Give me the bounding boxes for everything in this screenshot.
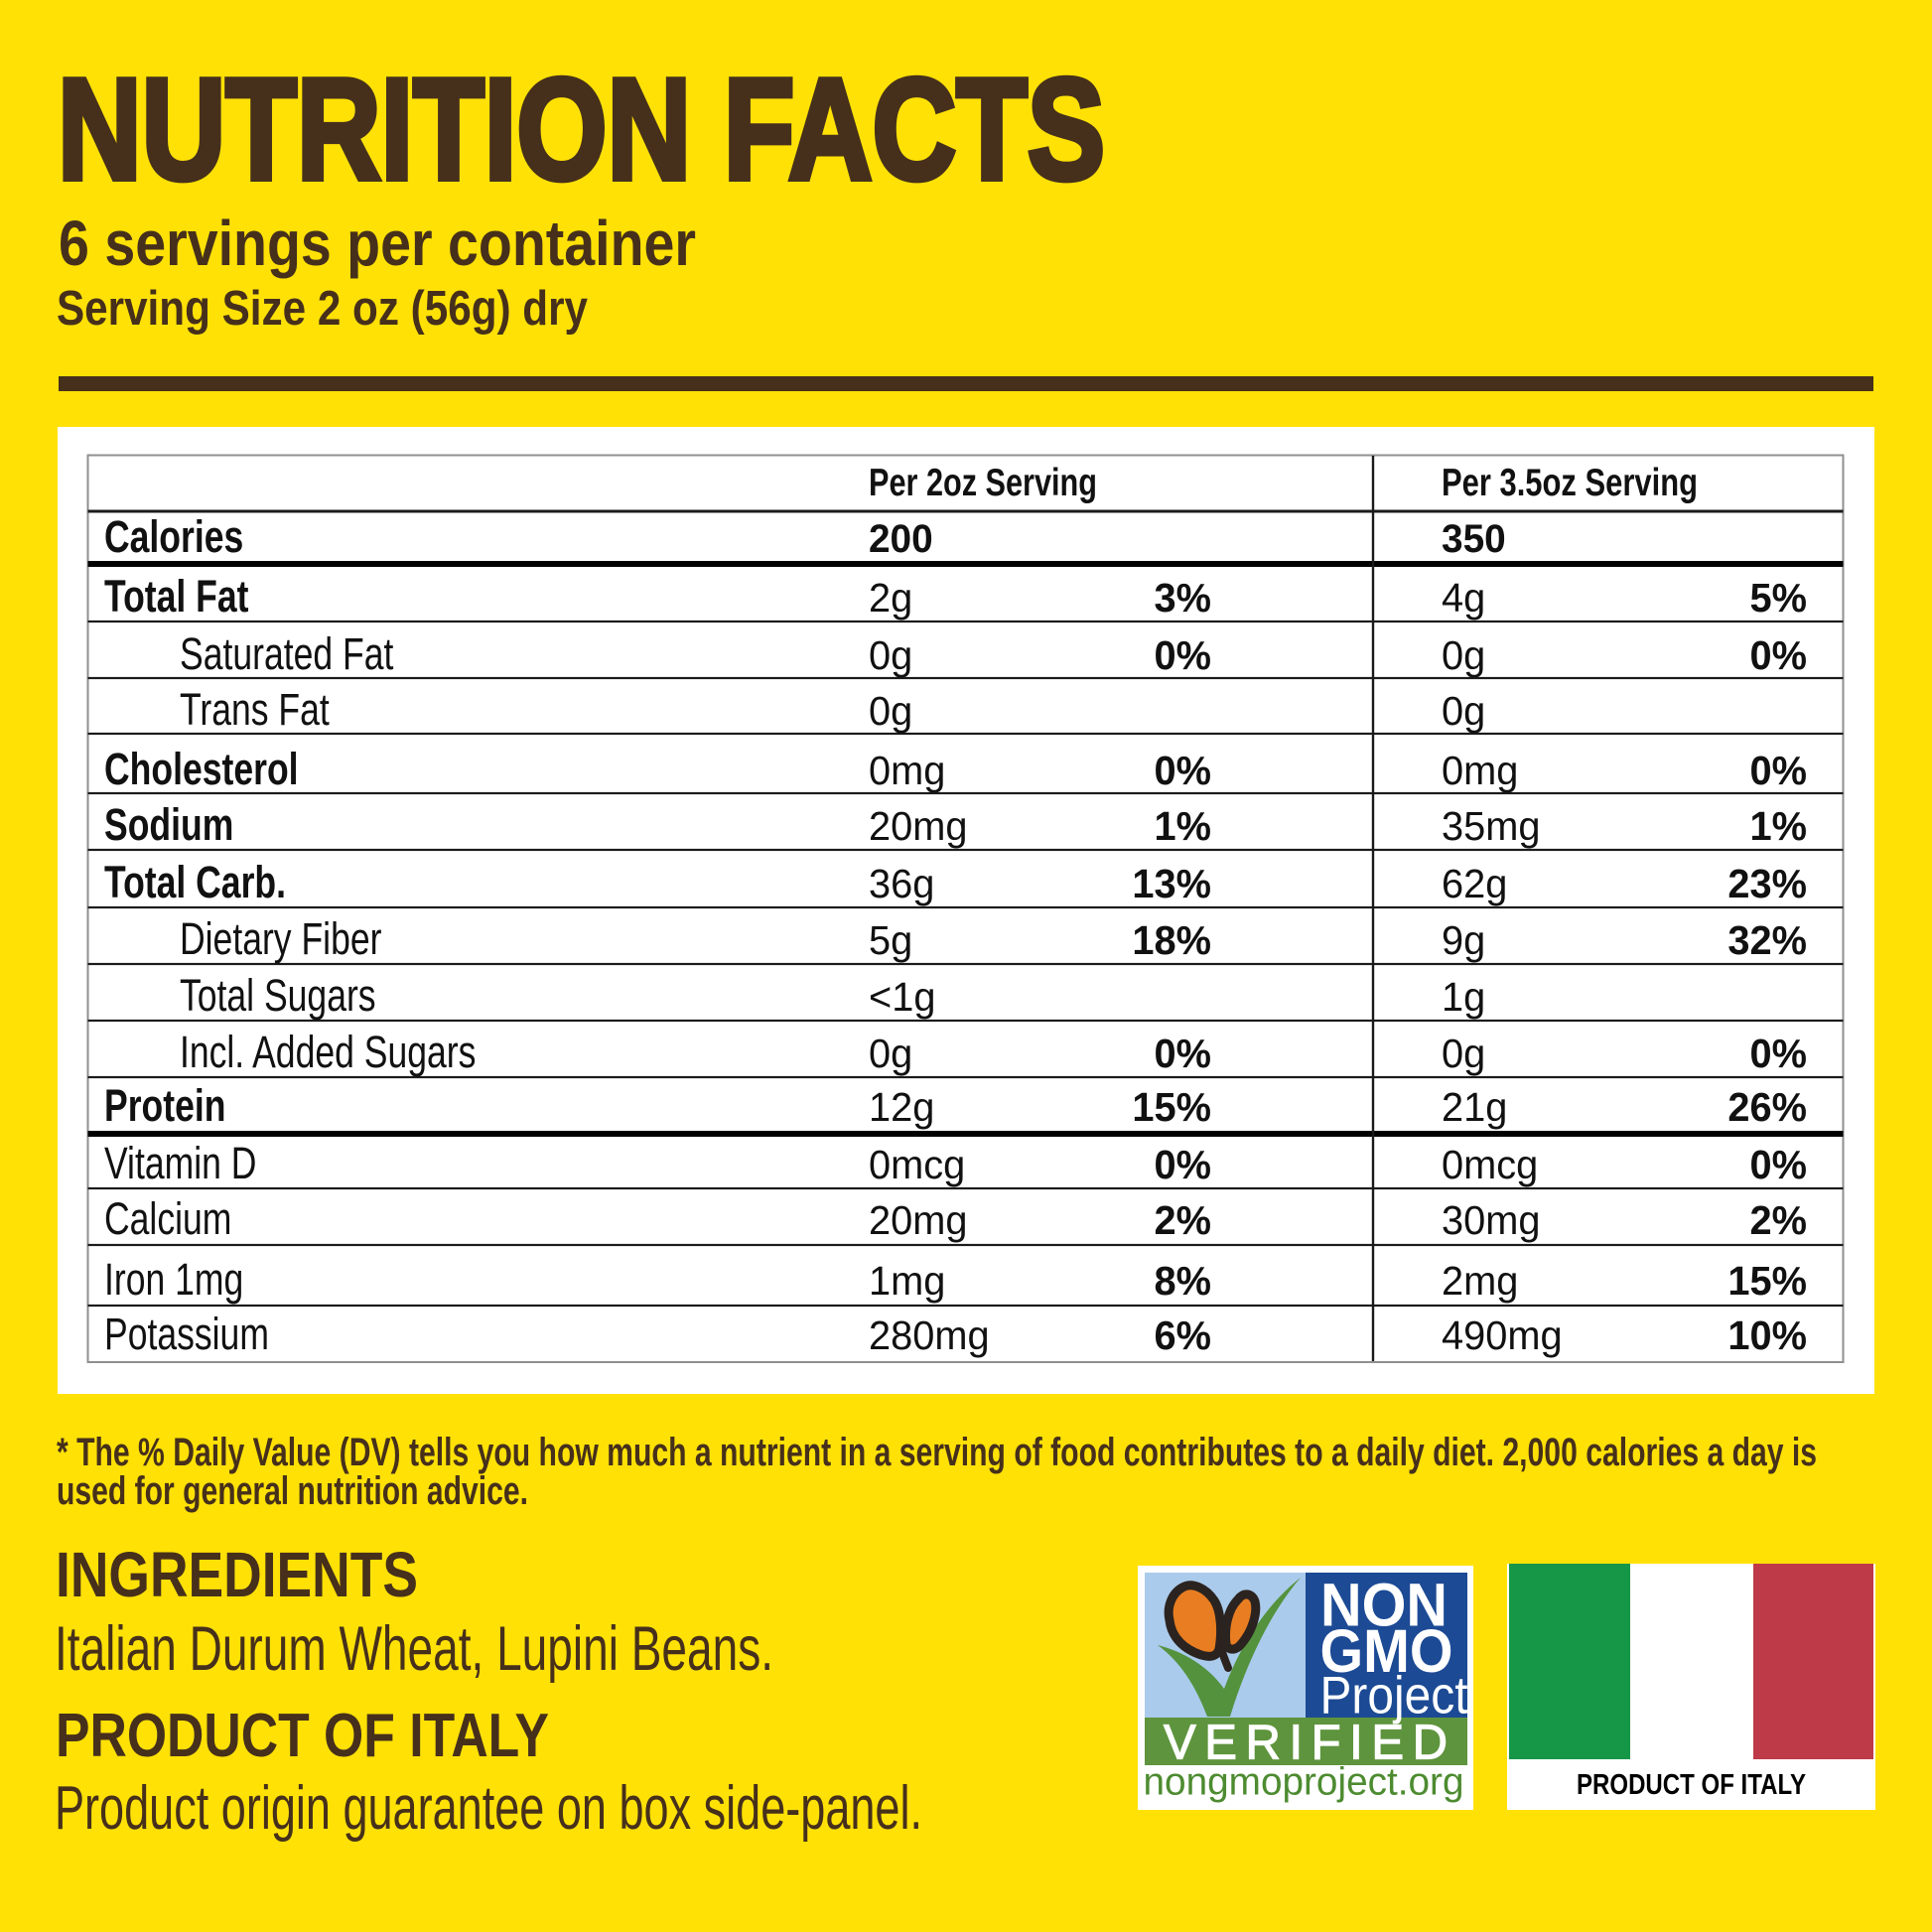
svg-text:21g: 21g xyxy=(1442,1083,1507,1130)
svg-text:62g: 62g xyxy=(1442,860,1507,906)
svg-text:Product origin guarantee on bo: Product origin guarantee on box side-pan… xyxy=(55,1774,922,1843)
svg-text:12g: 12g xyxy=(869,1083,934,1130)
svg-text:8%: 8% xyxy=(1155,1257,1211,1304)
svg-text:0g: 0g xyxy=(1442,631,1485,678)
svg-text:1%: 1% xyxy=(1750,802,1807,849)
svg-text:0%: 0% xyxy=(1750,631,1807,678)
svg-text:0%: 0% xyxy=(1750,1030,1807,1076)
svg-text:3%: 3% xyxy=(1155,574,1211,621)
svg-text:1mg: 1mg xyxy=(869,1257,945,1304)
svg-text:Serving Size 2 oz (56g) dry: Serving Size 2 oz (56g) dry xyxy=(57,282,588,336)
svg-text:0%: 0% xyxy=(1155,747,1211,793)
svg-text:Italian Durum Wheat, Lupini Be: Italian Durum Wheat, Lupini Beans. xyxy=(55,1614,773,1684)
svg-text:NON: NON xyxy=(1320,1571,1448,1638)
svg-text:Dietary Fiber: Dietary Fiber xyxy=(180,913,381,964)
svg-text:280mg: 280mg xyxy=(869,1311,990,1358)
svg-text:200: 200 xyxy=(869,516,933,561)
svg-text:0g: 0g xyxy=(869,687,912,734)
svg-text:Protein: Protein xyxy=(104,1080,225,1131)
svg-text:2%: 2% xyxy=(1155,1196,1211,1243)
svg-text:36g: 36g xyxy=(869,860,934,906)
svg-text:* The % Daily Value (DV) tells: * The % Daily Value (DV) tells you how m… xyxy=(57,1431,1817,1474)
svg-text:5%: 5% xyxy=(1750,574,1807,621)
svg-text:Project: Project xyxy=(1320,1667,1468,1725)
svg-text:Trans Fat: Trans Fat xyxy=(180,684,330,735)
svg-text:9g: 9g xyxy=(1442,916,1485,963)
svg-text:used for general nutrition adv: used for general nutrition advice. xyxy=(57,1469,528,1513)
svg-text:0%: 0% xyxy=(1750,747,1807,793)
svg-text:350: 350 xyxy=(1442,516,1506,561)
svg-text:15%: 15% xyxy=(1727,1257,1807,1304)
svg-text:1%: 1% xyxy=(1155,802,1211,849)
svg-text:6%: 6% xyxy=(1155,1311,1211,1358)
svg-text:0mcg: 0mcg xyxy=(1442,1141,1538,1187)
svg-text:Incl. Added Sugars: Incl. Added Sugars xyxy=(180,1027,476,1077)
svg-text:20mg: 20mg xyxy=(869,1196,967,1243)
svg-text:PRODUCT OF ITALY: PRODUCT OF ITALY xyxy=(1577,1769,1806,1801)
svg-text:nongmoproject.org: nongmoproject.org xyxy=(1144,1761,1464,1804)
svg-text:Vitamin D: Vitamin D xyxy=(104,1138,256,1188)
svg-text:0mg: 0mg xyxy=(869,747,945,793)
svg-text:26%: 26% xyxy=(1727,1083,1807,1130)
svg-text:GMO: GMO xyxy=(1320,1617,1453,1685)
svg-text:0g: 0g xyxy=(1442,687,1485,734)
svg-text:Saturated Fat: Saturated Fat xyxy=(180,628,393,679)
svg-text:2mg: 2mg xyxy=(1442,1257,1518,1304)
svg-text:2%: 2% xyxy=(1750,1196,1807,1243)
svg-text:32%: 32% xyxy=(1727,916,1807,963)
svg-text:Iron 1mg: Iron 1mg xyxy=(104,1254,243,1305)
svg-text:13%: 13% xyxy=(1132,860,1211,906)
svg-text:18%: 18% xyxy=(1132,916,1211,963)
svg-text:Cholesterol: Cholesterol xyxy=(104,744,299,794)
svg-text:20mg: 20mg xyxy=(869,802,967,849)
svg-text:0mg: 0mg xyxy=(1442,747,1518,793)
svg-text:4g: 4g xyxy=(1442,574,1485,621)
svg-text:Potassium: Potassium xyxy=(104,1309,269,1359)
svg-text:15%: 15% xyxy=(1132,1083,1211,1130)
svg-text:Total Carb.: Total Carb. xyxy=(104,857,286,907)
svg-text:Total Fat: Total Fat xyxy=(104,571,248,621)
svg-text:0%: 0% xyxy=(1155,631,1211,678)
svg-text:490mg: 490mg xyxy=(1442,1311,1563,1358)
svg-text:0%: 0% xyxy=(1155,1141,1211,1187)
svg-text:NUTRITION FACTS: NUTRITION FACTS xyxy=(58,49,1105,209)
svg-text:Total Sugars: Total Sugars xyxy=(180,970,376,1021)
svg-text:10%: 10% xyxy=(1727,1311,1807,1358)
svg-text:Calories: Calories xyxy=(104,511,243,562)
svg-text:Sodium: Sodium xyxy=(104,799,233,850)
svg-text:0g: 0g xyxy=(869,631,912,678)
svg-text:5g: 5g xyxy=(869,916,912,963)
svg-text:6 servings per container: 6 servings per container xyxy=(59,207,696,279)
svg-text:Per 3.5oz Serving: Per 3.5oz Serving xyxy=(1442,462,1698,504)
svg-text:35mg: 35mg xyxy=(1442,802,1540,849)
svg-text:0%: 0% xyxy=(1155,1030,1211,1076)
svg-text:<1g: <1g xyxy=(869,973,935,1020)
svg-text:Per 2oz Serving: Per 2oz Serving xyxy=(869,462,1097,504)
svg-text:30mg: 30mg xyxy=(1442,1196,1540,1243)
svg-text:23%: 23% xyxy=(1727,860,1807,906)
svg-text:PRODUCT OF ITALY: PRODUCT OF ITALY xyxy=(56,1702,549,1770)
svg-text:INGREDIENTS: INGREDIENTS xyxy=(56,1539,418,1610)
svg-text:1g: 1g xyxy=(1442,973,1485,1020)
svg-text:0g: 0g xyxy=(1442,1030,1485,1076)
svg-text:2g: 2g xyxy=(869,574,912,621)
svg-text:Calcium: Calcium xyxy=(104,1193,231,1244)
svg-text:0g: 0g xyxy=(869,1030,912,1076)
svg-text:0mcg: 0mcg xyxy=(869,1141,965,1187)
svg-text:0%: 0% xyxy=(1750,1141,1807,1187)
